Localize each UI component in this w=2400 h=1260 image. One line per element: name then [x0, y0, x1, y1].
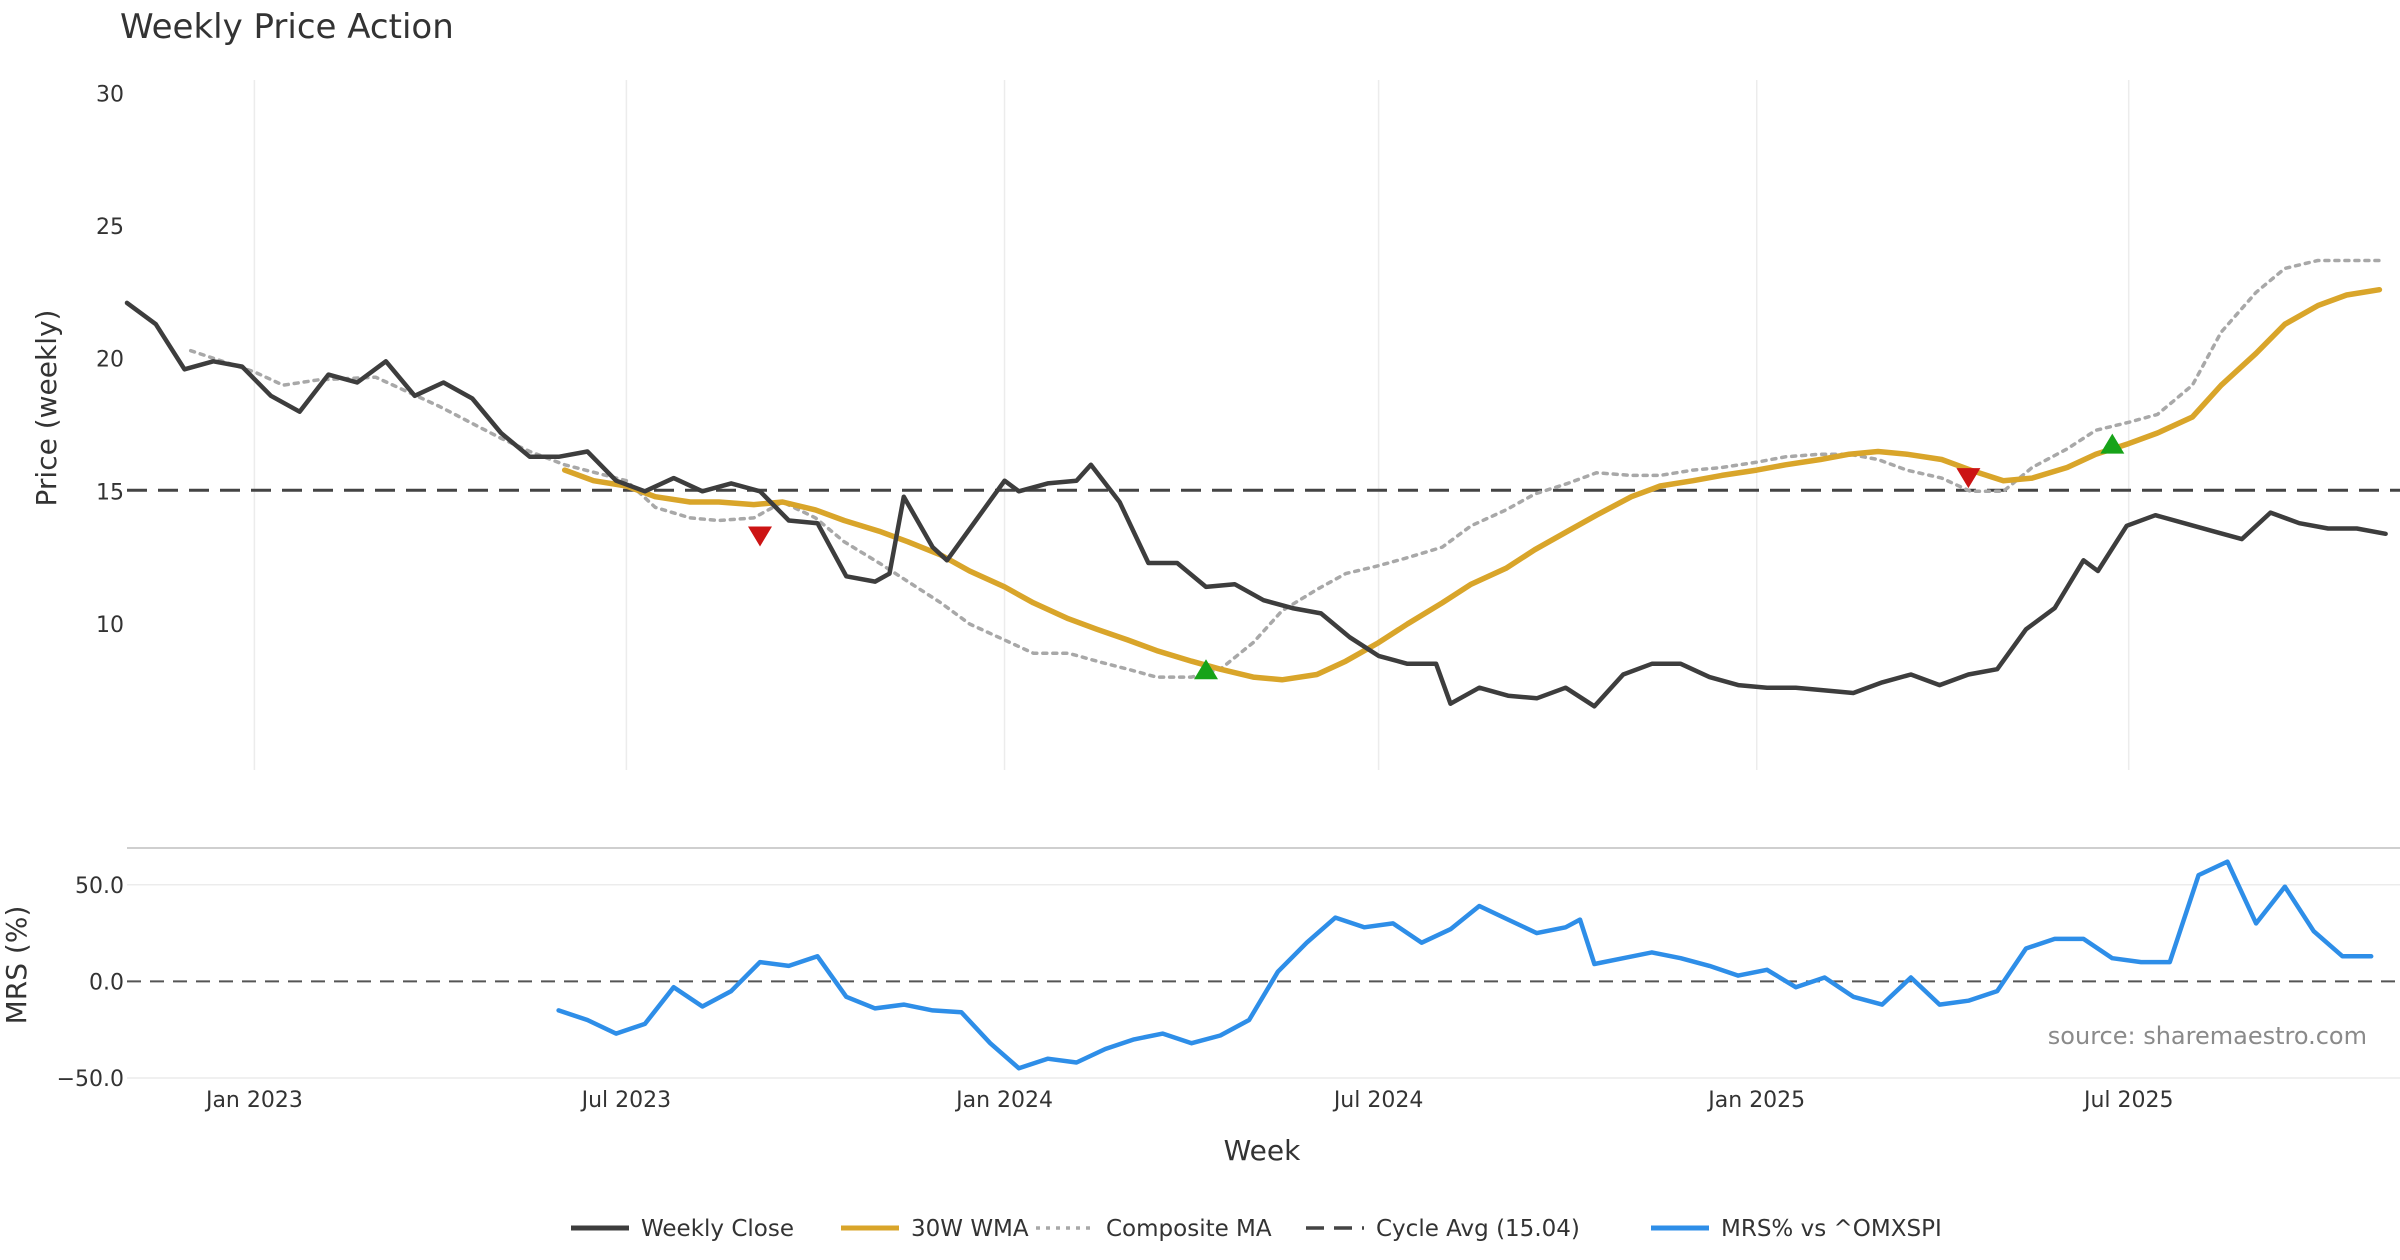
buy-signal-marker: [1194, 659, 1218, 680]
sell-signal-marker: [748, 526, 772, 547]
legend-label: Cycle Avg (15.04): [1376, 1216, 1580, 1242]
mrs-y-axis-title: MRS (%): [0, 906, 33, 1025]
mrs-vs-omxspi-line: [556, 859, 2374, 1071]
source-note: source: sharemaestro.com: [2048, 1022, 2367, 1050]
price-series-layer: [124, 258, 2400, 709]
price-y-axis-title: Price (weekly): [30, 310, 63, 507]
price-grid: [253, 80, 2130, 770]
buy-signal-marker: [2100, 433, 2125, 454]
mrs-y-tick-label: 50.0: [75, 874, 124, 899]
x-tick-label: Jan 2025: [1706, 1088, 1805, 1113]
legend-label: MRS% vs ^OMXSPI: [1721, 1216, 1942, 1242]
legend: Weekly Close 30W WMA Composite MA Cycle Avg…: [571, 1216, 1942, 1242]
price-y-tick-label: 10: [96, 613, 124, 638]
chart-title: Weekly Price Action: [120, 7, 454, 47]
axis-labels: Jan 2023 Jul 2023 Jan 2024 Jul 2024 Jan 2025…: [57, 82, 2174, 1113]
price-y-tick-label: 15: [96, 480, 124, 505]
x-tick-label: Jul 2024: [1332, 1088, 1424, 1113]
legend-label: Weekly Close: [641, 1216, 794, 1242]
legend-label: 30W WMA: [911, 1216, 1029, 1242]
30w-wma-line: [561, 286, 2383, 683]
weekly-close-line: [124, 300, 2388, 709]
mrs-series-layer: [556, 859, 2374, 1071]
x-tick-label: Jul 2025: [2082, 1088, 2174, 1113]
x-axis-title: Week: [1224, 1134, 1301, 1167]
sell-signal-marker: [1956, 468, 1981, 489]
x-tick-label: Jan 2023: [204, 1088, 303, 1113]
legend-label: Composite MA: [1106, 1216, 1272, 1242]
price-y-tick-label: 20: [96, 348, 124, 373]
signal-markers: [748, 433, 2125, 680]
x-tick-label: Jan 2024: [954, 1088, 1053, 1113]
price-y-tick-label: 30: [96, 82, 124, 107]
mrs-y-tick-label: 0.0: [89, 970, 124, 995]
mrs-y-tick-label: −50.0: [57, 1067, 124, 1092]
composite-ma-line: [188, 258, 2382, 679]
price-y-tick-label: 25: [96, 215, 124, 240]
mrs-grid: [127, 847, 2400, 1079]
x-tick-label: Jul 2023: [580, 1088, 672, 1113]
